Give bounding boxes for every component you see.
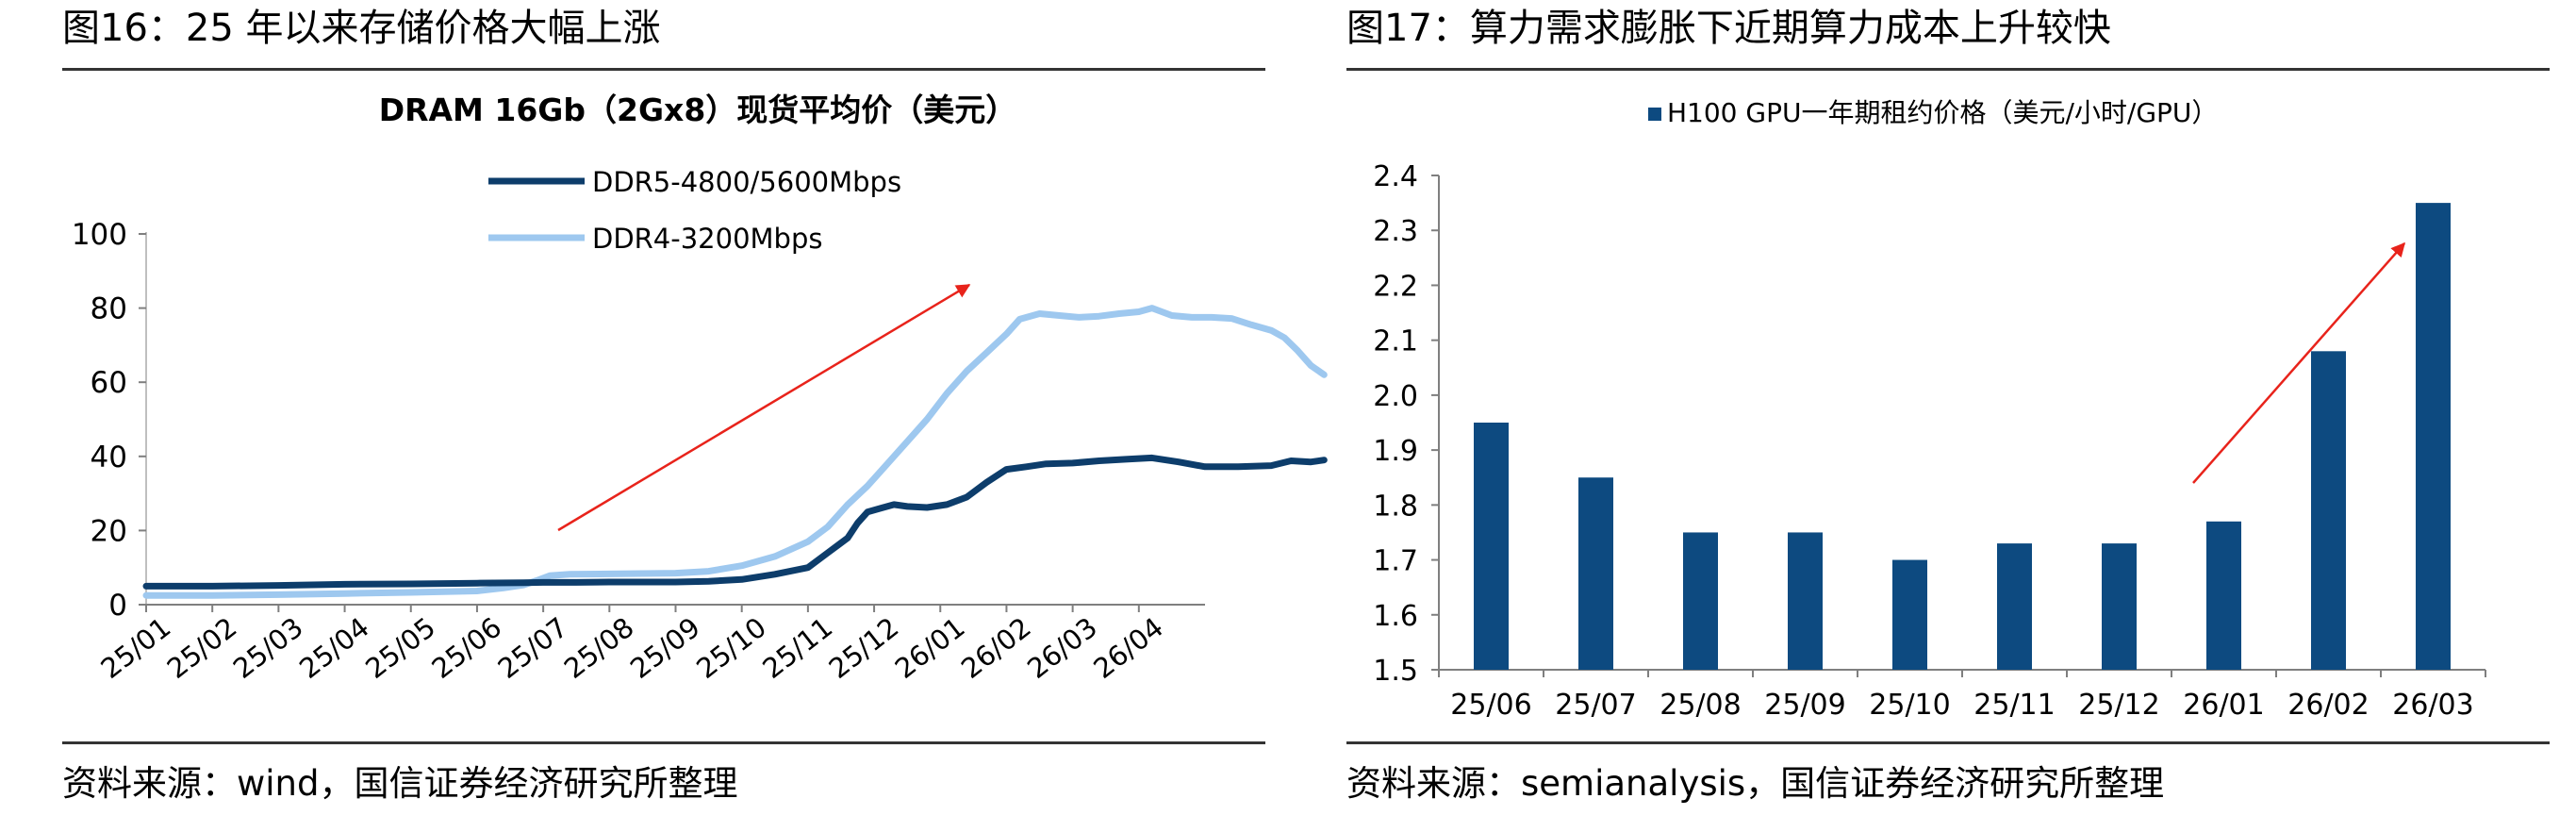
legend-label-1: DDR5-4800/5600Mbps [592, 166, 901, 198]
left-figure-title: 图16：25 年以来存储价格大幅上涨 [62, 7, 661, 50]
y-tick-label: 1.5 [1373, 655, 1418, 688]
y-tick-label: 1.9 [1373, 435, 1418, 468]
bar-25-12 [2102, 543, 2137, 670]
legend-label: H100 GPU一年期租约价格（美元/小时/GPU） [1667, 97, 2218, 128]
y-tick-label: 20 [91, 514, 127, 548]
x-tick-label: 25/11 [1973, 689, 2055, 722]
y-tick-label: 100 [72, 218, 127, 252]
left-title-rule [62, 68, 1265, 71]
right-title-rule [1346, 68, 2550, 71]
trend-arrow [2192, 241, 2405, 484]
y-tick-label: 1.7 [1373, 545, 1418, 578]
bar-26-03 [2416, 203, 2451, 670]
x-tick-label: 25/02 [161, 611, 243, 685]
chart-title: DRAM 16Gb（2Gx8）现货平均价（美元） [379, 92, 1017, 128]
left-source-note: 资料来源：wind，国信证券经济研究所整理 [62, 763, 738, 804]
x-tick-label: 26/03 [1021, 611, 1103, 685]
x-tick-label: 25/05 [359, 611, 441, 685]
right-source-note: 资料来源：semianalysis，国信证券经济研究所整理 [1346, 763, 2165, 804]
x-tick-label: 26/03 [2392, 689, 2473, 722]
y-tick-label: 80 [91, 292, 127, 326]
x-tick-label: 25/06 [1450, 689, 1531, 722]
y-tick-label: 0 [108, 589, 127, 623]
bar-25-11 [1997, 543, 2032, 670]
bar-25-08 [1683, 532, 1718, 670]
x-tick-label: 25/03 [227, 611, 309, 685]
x-tick-label: 26/01 [889, 611, 971, 685]
bar-26-02 [2311, 351, 2346, 670]
bar-25-06 [1474, 423, 1509, 670]
x-tick-label: 25/12 [823, 611, 905, 685]
x-tick-label: 25/01 [95, 611, 177, 685]
x-tick-label: 25/11 [756, 611, 838, 685]
right-source-rule [1346, 741, 2550, 744]
x-tick-label: 25/08 [558, 611, 640, 685]
x-tick-label: 25/07 [1555, 689, 1636, 722]
y-tick-label: 2.3 [1373, 215, 1418, 248]
legend-label-2: DDR4-3200Mbps [592, 223, 822, 255]
y-tick-label: 2.4 [1373, 160, 1418, 193]
y-tick-label: 40 [91, 441, 127, 474]
right-figure-title: 图17：算力需求膨胀下近期算力成本上升较快 [1346, 7, 2111, 50]
trend-arrow [557, 283, 971, 532]
series-line-2 [142, 305, 1328, 599]
x-tick-label: 26/02 [955, 611, 1037, 685]
bar-25-07 [1578, 477, 1613, 670]
x-tick-label: 25/07 [492, 611, 574, 685]
x-tick-label: 25/10 [1869, 689, 1950, 722]
y-tick-label: 60 [91, 366, 127, 400]
x-tick-label: 25/08 [1660, 689, 1741, 722]
bar-25-09 [1788, 532, 1823, 670]
x-tick-label: 25/04 [293, 611, 375, 685]
y-tick-label: 1.6 [1373, 600, 1418, 633]
y-tick-label: 1.8 [1373, 490, 1418, 523]
legend-swatch [1648, 108, 1661, 121]
x-tick-label: 25/06 [425, 611, 507, 685]
bar-25-10 [1892, 559, 1927, 670]
bar-26-01 [2206, 521, 2241, 670]
x-tick-label: 26/02 [2287, 689, 2369, 722]
x-tick-label: 25/09 [1764, 689, 1845, 722]
dram-price-line-chart: DRAM 16Gb（2Gx8）现货平均价（美元） DDR5-4800/5600Mb… [72, 92, 1328, 685]
x-tick-label: 25/12 [2078, 689, 2159, 722]
h100-rental-bar-chart: H100 GPU一年期租约价格（美元/小时/GPU） 1.5 1.6 1.7 1.8 1.… [1373, 97, 2486, 722]
left-source-rule [62, 741, 1265, 744]
y-tick-label: 2.0 [1373, 380, 1418, 413]
x-tick-label: 25/10 [690, 611, 772, 685]
x-tick-label: 26/04 [1087, 611, 1169, 685]
x-tick-label: 25/09 [624, 611, 706, 685]
y-tick-label: 2.2 [1373, 270, 1418, 303]
x-tick-label: 26/01 [2183, 689, 2264, 722]
series-line-1 [142, 454, 1328, 590]
y-tick-label: 2.1 [1373, 325, 1418, 358]
